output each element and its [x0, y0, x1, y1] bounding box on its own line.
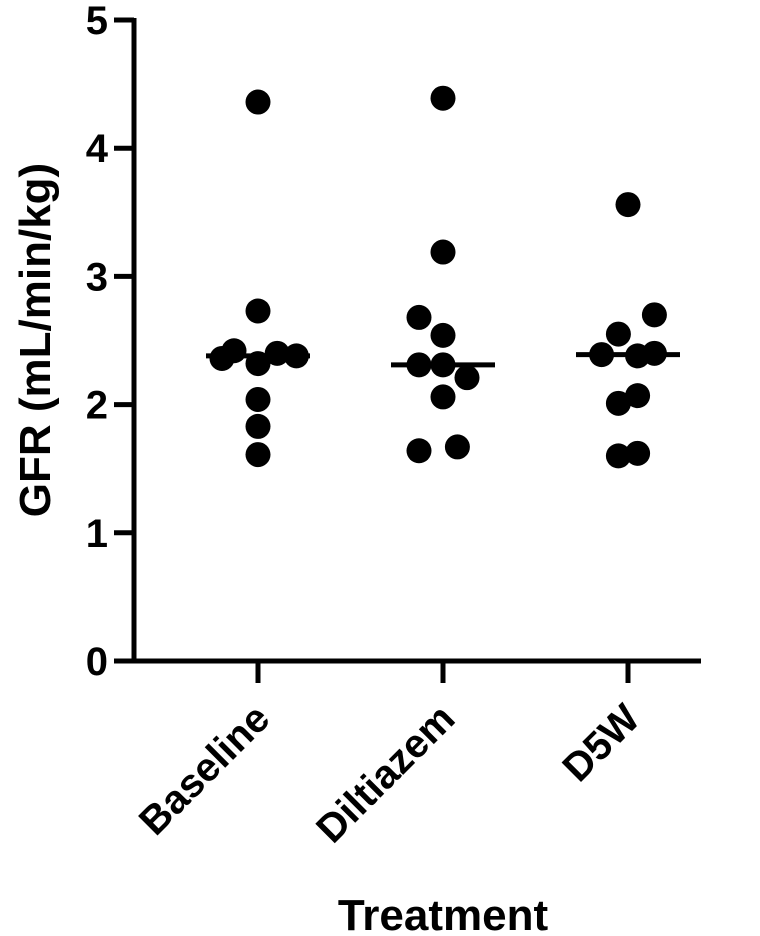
y-axis-title: GFR (mL/min/kg): [11, 163, 60, 517]
data-point: [605, 390, 631, 416]
data-point: [615, 192, 641, 218]
x-axis: Baseline Diltiazem D5W: [131, 658, 701, 852]
data-point: [245, 298, 271, 324]
data-point: [430, 322, 456, 348]
data-point: [641, 302, 667, 328]
x-tick-label: Baseline: [131, 696, 278, 843]
y-tick-label: 5: [86, 0, 108, 43]
data-point: [605, 321, 631, 347]
data-point: [245, 89, 271, 115]
data-points: [209, 85, 667, 469]
data-point: [430, 239, 456, 265]
x-tick-label: D5W: [554, 696, 648, 790]
data-point: [444, 434, 470, 460]
y-tick-label: 1: [86, 512, 108, 556]
y-tick-label: 0: [86, 640, 108, 684]
x-axis-title: Treatment: [338, 891, 549, 936]
x-tick-label: Diltiazem: [308, 696, 463, 851]
data-point: [454, 365, 480, 391]
data-point: [430, 384, 456, 410]
data-point: [406, 438, 432, 464]
y-tick-label: 2: [86, 384, 108, 428]
data-point: [245, 413, 271, 439]
data-point: [245, 442, 271, 468]
data-point: [625, 440, 651, 466]
data-point: [264, 340, 290, 366]
data-point: [221, 338, 247, 364]
median-lines: [206, 352, 680, 368]
y-tick-label: 4: [86, 127, 109, 171]
data-point: [430, 85, 456, 111]
y-axis: 0 1 2 3 4 5: [86, 0, 137, 684]
data-point: [245, 386, 271, 412]
y-tick-label: 3: [86, 255, 108, 299]
data-point: [406, 304, 432, 330]
data-point: [605, 443, 631, 469]
data-point: [625, 383, 651, 409]
